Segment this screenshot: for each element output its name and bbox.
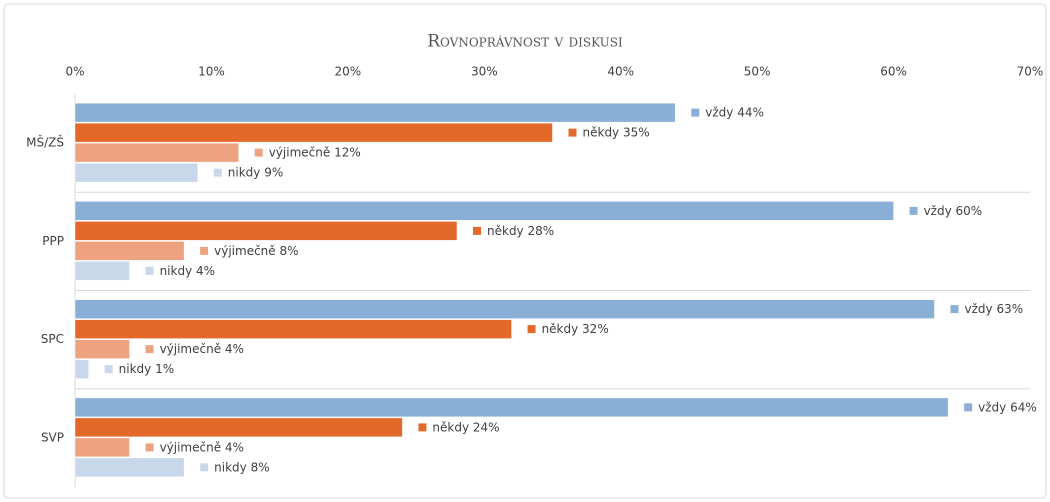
value-label: 4% xyxy=(196,263,215,277)
data-label: někdy 24% xyxy=(432,420,499,434)
data-label: někdy 35% xyxy=(583,125,650,139)
label-marker xyxy=(145,345,154,354)
y-tick-label: SPC xyxy=(41,332,64,346)
data-label: vždy 60% xyxy=(924,203,983,217)
data-label: někdy 28% xyxy=(487,223,554,237)
x-tick-label: 0% xyxy=(65,65,84,79)
bar xyxy=(74,241,185,261)
data-label: nikdy 9% xyxy=(228,165,283,179)
data-label: výjimečně 12% xyxy=(269,145,361,159)
series-name: někdy xyxy=(542,322,579,336)
value-label: 35% xyxy=(623,125,650,139)
y-tick-label: SVP xyxy=(41,430,64,444)
value-label: 44% xyxy=(737,105,764,119)
bar xyxy=(74,359,89,379)
bar xyxy=(74,221,458,241)
x-tick-label: 50% xyxy=(744,65,771,79)
value-label: 24% xyxy=(473,420,500,434)
series-name: výjimečně xyxy=(214,243,276,257)
data-label: vždy 63% xyxy=(965,302,1024,316)
label-marker xyxy=(254,148,263,157)
series-name: nikdy xyxy=(119,362,152,376)
bar xyxy=(74,397,949,418)
x-tick-label: 40% xyxy=(607,65,634,79)
series-name: vždy xyxy=(965,302,993,316)
value-label: 12% xyxy=(334,145,361,159)
series-name: výjimečně xyxy=(160,440,222,454)
x-tick-label: 30% xyxy=(471,65,498,79)
x-tick-label: 20% xyxy=(335,65,362,79)
series-name: nikdy xyxy=(214,460,247,474)
label-marker xyxy=(950,305,959,314)
label-marker xyxy=(213,168,222,177)
label-marker xyxy=(200,463,209,472)
label-marker xyxy=(473,226,481,235)
series-name: někdy xyxy=(583,125,620,139)
bar xyxy=(74,437,130,458)
x-tick-label: 60% xyxy=(880,65,907,79)
value-label: 1% xyxy=(155,362,174,376)
label-marker xyxy=(691,108,700,117)
data-label: vždy 44% xyxy=(705,105,764,119)
series-name: nikdy xyxy=(228,165,261,179)
series-name: vždy xyxy=(924,203,952,217)
value-label: 4% xyxy=(225,440,244,454)
label-marker xyxy=(527,325,536,334)
data-label: výjimečně 4% xyxy=(160,342,244,356)
label-marker xyxy=(145,266,154,275)
label-marker xyxy=(568,128,577,137)
value-label: 60% xyxy=(956,203,983,217)
value-label: 28% xyxy=(527,223,554,237)
value-label: 64% xyxy=(1010,400,1037,414)
value-label: 8% xyxy=(251,460,270,474)
bar xyxy=(74,457,185,478)
label-marker xyxy=(418,423,427,432)
bar xyxy=(74,102,676,123)
bar xyxy=(74,417,403,438)
bar xyxy=(74,339,130,359)
x-tick-label: 10% xyxy=(198,65,225,79)
series-name: někdy xyxy=(487,223,524,237)
y-tick-label: MŠ/ZŠ xyxy=(26,135,64,150)
bar xyxy=(74,261,130,281)
label-marker xyxy=(145,443,154,452)
series-name: vždy xyxy=(705,105,733,119)
label-marker xyxy=(964,403,973,412)
bar xyxy=(74,299,935,319)
label-marker xyxy=(200,246,209,255)
bar xyxy=(74,162,199,183)
data-label: vždy 64% xyxy=(978,400,1037,414)
value-label: 4% xyxy=(225,342,244,356)
value-label: 32% xyxy=(582,322,609,336)
series-name: výjimečně xyxy=(160,342,222,356)
data-label: nikdy 8% xyxy=(214,460,269,474)
data-label: někdy 32% xyxy=(542,322,609,336)
label-marker xyxy=(104,365,113,374)
data-label: výjimečně 8% xyxy=(214,243,298,257)
series-name: výjimečně xyxy=(269,145,331,159)
value-label: 9% xyxy=(264,165,283,179)
bar xyxy=(74,142,239,163)
series-name: někdy xyxy=(432,420,469,434)
data-label: výjimečně 4% xyxy=(160,440,244,454)
chart-title: Rovnoprávnost v diskusi xyxy=(427,32,623,52)
bar xyxy=(74,201,894,221)
x-tick-label: 70% xyxy=(1017,65,1044,79)
series-name: vždy xyxy=(978,400,1006,414)
label-marker xyxy=(909,206,918,215)
value-label: 63% xyxy=(996,302,1023,316)
series-name: nikdy xyxy=(160,263,193,277)
data-label: nikdy 1% xyxy=(119,362,174,376)
y-tick-label: PPP xyxy=(42,234,64,248)
bar xyxy=(74,319,512,339)
value-label: 8% xyxy=(280,243,299,257)
bar xyxy=(74,122,553,143)
data-label: nikdy 4% xyxy=(160,263,215,277)
